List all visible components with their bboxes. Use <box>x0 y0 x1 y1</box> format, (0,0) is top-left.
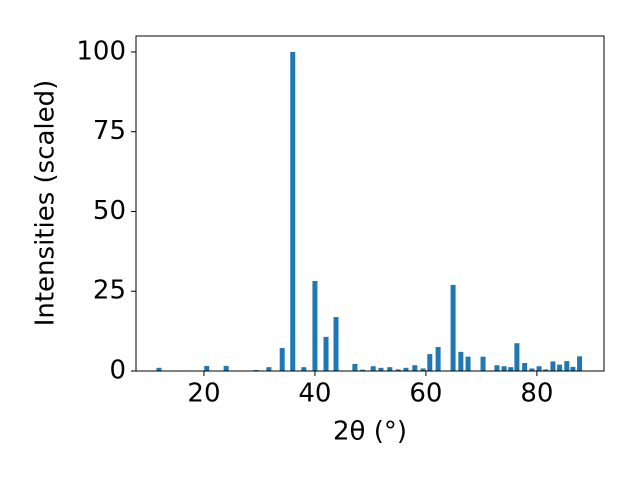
bar <box>420 368 426 371</box>
bar <box>427 354 433 371</box>
bar <box>290 51 296 371</box>
bar <box>450 284 456 371</box>
bar <box>352 363 358 371</box>
bar <box>403 367 409 371</box>
bar <box>378 367 384 371</box>
x-tick-label: 20 <box>187 379 220 409</box>
bar <box>458 351 464 371</box>
bar <box>370 366 376 371</box>
bar <box>395 369 401 371</box>
x-tick-label: 60 <box>409 379 442 409</box>
y-axis-label: Intensities (scaled) <box>31 80 61 327</box>
plot-frame <box>135 35 605 372</box>
bar <box>412 365 418 371</box>
bar <box>266 367 272 371</box>
bar <box>480 356 486 371</box>
bar <box>301 367 307 371</box>
bar <box>387 367 393 371</box>
bar <box>279 348 285 371</box>
bar <box>360 369 366 371</box>
y-tick-label: 50 <box>93 196 126 226</box>
bar <box>514 343 520 371</box>
y-tick-label: 75 <box>93 116 126 146</box>
bar <box>312 281 318 371</box>
bar <box>156 367 162 371</box>
bar <box>550 361 556 371</box>
bar <box>204 365 210 371</box>
bar <box>435 347 441 371</box>
bar <box>557 364 563 371</box>
bar <box>522 363 528 371</box>
x-axis-label: 2θ (°) <box>333 417 407 447</box>
bar <box>536 366 542 371</box>
x-tick-label: 40 <box>298 379 331 409</box>
bar <box>543 369 549 371</box>
bar <box>223 365 229 371</box>
bar <box>570 366 576 371</box>
bar <box>323 336 329 371</box>
y-tick-label: 100 <box>76 36 126 66</box>
y-tick-label: 25 <box>93 276 126 306</box>
bar <box>494 365 500 371</box>
bar <box>529 368 535 371</box>
y-tick-label: 0 <box>109 356 126 386</box>
bar <box>501 366 507 371</box>
bar <box>465 356 471 371</box>
bar <box>564 361 570 371</box>
x-tick-label: 80 <box>520 379 553 409</box>
bar <box>577 356 583 371</box>
bar <box>508 367 514 371</box>
bar <box>333 317 339 371</box>
